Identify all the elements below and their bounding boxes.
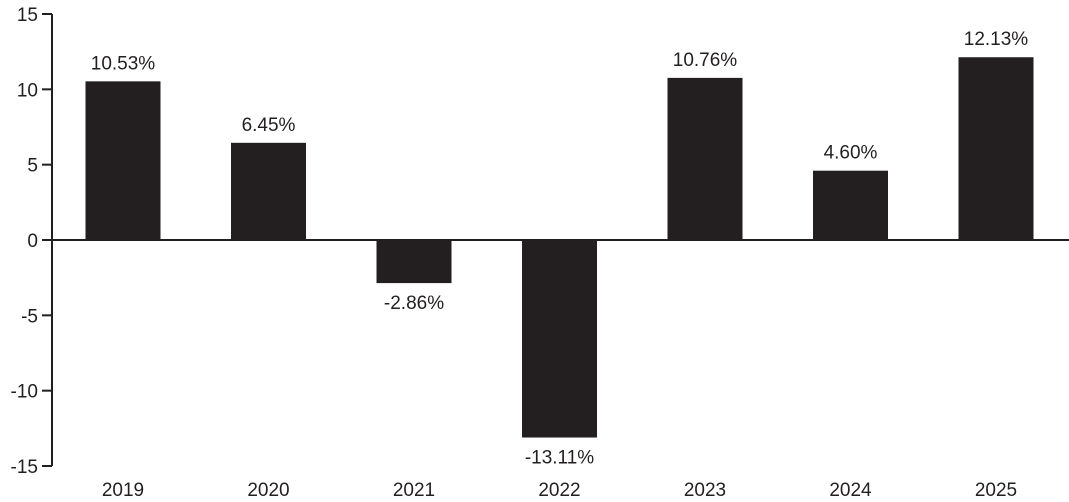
bars (85, 57, 1034, 438)
x-tick-label-2022: 2022 (538, 480, 580, 501)
data-label-2024: 4.60% (824, 143, 878, 164)
bar-2025 (958, 57, 1034, 240)
bar-2023 (667, 77, 743, 241)
bar-2022 (522, 240, 597, 438)
x-tick-label-2025: 2025 (975, 480, 1017, 501)
data-label-2022: -13.11% (525, 448, 594, 469)
x-tick-label-2024: 2024 (829, 480, 872, 501)
y-tick-label: 5 (27, 156, 38, 177)
y-tick-label: 15 (17, 5, 38, 26)
x-tick-label-2020: 2020 (247, 480, 289, 501)
data-label-2025: 12.13% (964, 29, 1029, 50)
y-tick-label: 0 (27, 231, 38, 252)
data-label-2019: 10.53% (91, 53, 156, 74)
y-tick-label: 10 (17, 80, 38, 101)
bar-2020 (231, 142, 306, 240)
bar-2019 (85, 81, 161, 241)
x-tick-label-2019: 2019 (102, 480, 144, 501)
x-tick-label-2023: 2023 (684, 480, 726, 501)
data-label-2020: 6.45% (242, 115, 296, 136)
y-tick-label: -15 (11, 457, 38, 478)
y-tick-label: -10 (11, 382, 38, 403)
y-tick-label: -5 (21, 306, 38, 327)
data-label-2023: 10.76% (673, 50, 738, 71)
x-tick-label-2021: 2021 (393, 480, 435, 501)
x-axis-labels: 2019 2020 2021 2022 2023 2024 2025 (102, 480, 1017, 501)
y-axis: 15 10 5 0 -5 -10 -15 (11, 5, 53, 478)
data-label-2021: -2.86% (384, 293, 444, 314)
bar-2024 (813, 170, 888, 240)
bar-2021 (376, 240, 452, 284)
data-labels: 10.53% 6.45% -2.86% -13.11% 10.76% 4.60% 12.13… (91, 29, 1029, 468)
